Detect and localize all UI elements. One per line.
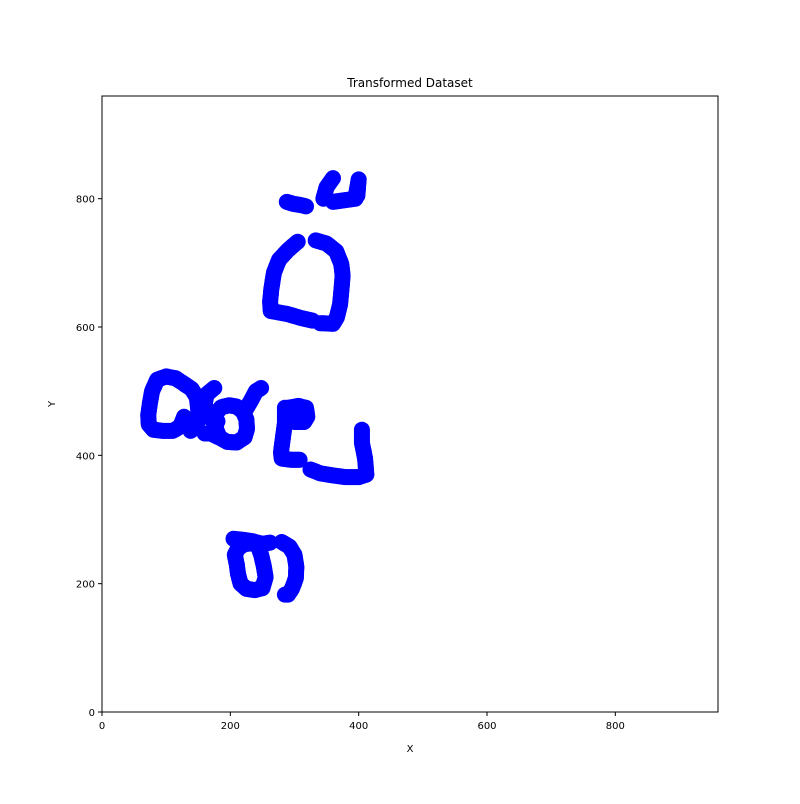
data-point — [182, 422, 199, 439]
y-tick-label: 200 — [76, 580, 95, 591]
points-layer — [140, 170, 375, 603]
data-point — [349, 187, 366, 204]
x-tick-label: 400 — [349, 721, 368, 732]
y-tick-label: 0 — [89, 708, 95, 719]
chart-title: Transformed Dataset — [346, 76, 473, 90]
y-tick-label: 800 — [76, 195, 95, 206]
y-tick-label: 400 — [76, 451, 95, 462]
data-point — [262, 534, 279, 551]
data-point — [253, 380, 270, 396]
data-point — [196, 425, 213, 442]
ticks-layer: 0 200 400 600 800 0 200 400 600 800 — [76, 195, 625, 732]
plot-frame — [101, 95, 719, 713]
data-point — [325, 170, 341, 187]
y-tick-label: 600 — [76, 323, 95, 334]
x-tick-label: 600 — [477, 721, 496, 732]
data-point — [176, 408, 193, 425]
x-axis-label: X — [407, 744, 414, 755]
y-axis-label: Y — [47, 400, 58, 408]
data-point — [312, 315, 329, 332]
data-point — [276, 586, 293, 603]
data-point — [302, 461, 319, 478]
data-point — [291, 451, 308, 468]
data-point — [298, 198, 314, 215]
x-tick-label: 200 — [221, 721, 240, 732]
x-tick-label: 0 — [99, 721, 105, 732]
x-tick-label: 800 — [606, 721, 625, 732]
